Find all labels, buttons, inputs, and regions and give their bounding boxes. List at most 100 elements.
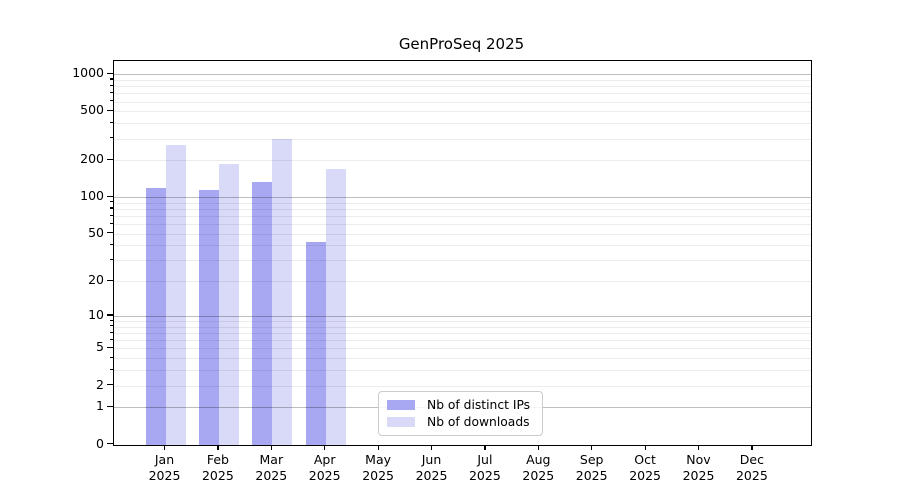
chart-title: GenProSeq 2025 [398,35,525,53]
y-tick-label: 100 [80,188,104,204]
bar-distinct-ips-jan [145,188,166,445]
x-tick-label-mar: Mar 2025 [255,451,288,483]
y-tick-mark [107,72,113,74]
y-minor-tick-mark [109,214,113,216]
x-tick-mark [484,444,486,450]
x-tick-label-aug: Aug 2025 [522,451,555,483]
gridline-minor [114,245,811,247]
x-tick-mark [217,444,219,450]
x-tick-mark [164,444,166,450]
y-tick-label: 5 [96,339,104,355]
y-tick-mark [107,384,113,386]
x-tick-label-sep: Sep 2025 [575,451,608,483]
y-minor-tick-mark [109,338,113,340]
y-minor-tick-mark [109,207,113,209]
y-minor-tick-mark [109,84,113,86]
x-tick-label-jun: Jun 2025 [415,451,448,483]
gridline-minor [114,340,811,342]
x-tick-mark [537,444,539,450]
gridline-major [114,197,811,199]
y-tick-label: 1000 [72,65,104,81]
y-minor-tick-mark [109,356,113,358]
y-minor-tick-mark [109,222,113,224]
y-tick-mark [107,232,113,234]
x-tick-mark [270,444,272,450]
y-tick-mark [107,195,113,197]
y-tick-label: 200 [80,151,104,167]
bar-downloads-mar [272,139,293,445]
x-tick-mark [698,444,700,450]
distinct-ips-swatch [387,399,415,411]
x-tick-label-dec: Dec 2025 [735,451,768,483]
x-tick-mark [751,444,753,450]
gridline-minor [114,281,811,283]
x-tick-label-feb: Feb 2025 [201,451,234,483]
gridline-minor [114,358,811,360]
gridline-minor [114,93,811,95]
y-minor-tick-mark [109,319,113,321]
gridline-major [114,74,811,76]
bar-downloads-apr [325,168,346,445]
y-tick-mark [107,443,113,445]
x-tick-label-jul: Jul 2025 [468,451,501,483]
gridline-minor [114,101,811,103]
x-tick-label-may: May 2025 [362,451,394,483]
bar-downloads-feb [218,163,239,445]
gridline-minor [114,111,811,113]
y-minor-tick-mark [109,91,113,94]
bar-downloads-jan [165,144,186,445]
gridline-minor [114,138,811,140]
x-tick-label-nov: Nov 2025 [682,451,715,483]
y-minor-tick-mark [109,258,113,261]
y-minor-tick-mark [109,137,113,139]
y-tick-mark [107,109,113,112]
legend-item-distinct-ips: Nb of distinct IPs [387,398,542,412]
x-tick-label-jan: Jan 2025 [148,451,181,483]
x-tick-mark [591,444,593,450]
gridline-minor [114,216,811,218]
gridline-minor [114,260,811,262]
y-minor-tick-mark [109,201,113,203]
y-tick-label: 2 [96,376,104,392]
y-minor-tick-mark [109,100,113,102]
y-tick-label: 1 [96,398,104,414]
y-minor-tick-mark [109,325,113,327]
gridline-minor [114,79,811,81]
y-tick-label: 50 [88,224,104,240]
gridline-minor [114,385,811,387]
y-minor-tick-mark [109,121,113,123]
gridline-minor [114,370,811,372]
legend-item-downloads: Nb of downloads [387,415,542,429]
y-tick-mark [107,314,113,316]
y-minor-tick-mark [109,331,113,333]
y-minor-tick-mark [109,368,113,370]
gridline-minor [114,123,811,125]
x-tick-mark [324,444,326,450]
legend-label-distinct-ips: Nb of distinct IPs [427,398,531,412]
gridline-minor [114,333,811,335]
bar-distinct-ips-feb [198,189,219,445]
downloads-swatch [387,416,415,428]
y-tick-mark [107,158,113,160]
gridline-minor [114,86,811,88]
gridline-minor [114,160,811,162]
gridline-minor [114,208,811,210]
y-tick-label: 0 [96,435,104,451]
gridline-minor [114,321,811,323]
gridline-major [114,315,811,317]
x-tick-label-apr: Apr 2025 [308,451,341,483]
y-tick-mark [107,346,113,349]
plot-area [113,60,812,446]
gridline-minor [114,326,811,328]
y-tick-label: 500 [80,102,104,118]
legend-label-downloads: Nb of downloads [427,415,530,429]
y-tick-mark [107,405,113,408]
x-tick-mark [377,444,379,450]
bar-distinct-ips-mar [252,182,273,445]
bar-distinct-ips-apr [305,241,326,445]
gridline-minor [114,348,811,350]
x-tick-label-oct: Oct 2025 [629,451,661,483]
x-tick-mark [644,444,646,450]
x-tick-mark [431,444,433,450]
